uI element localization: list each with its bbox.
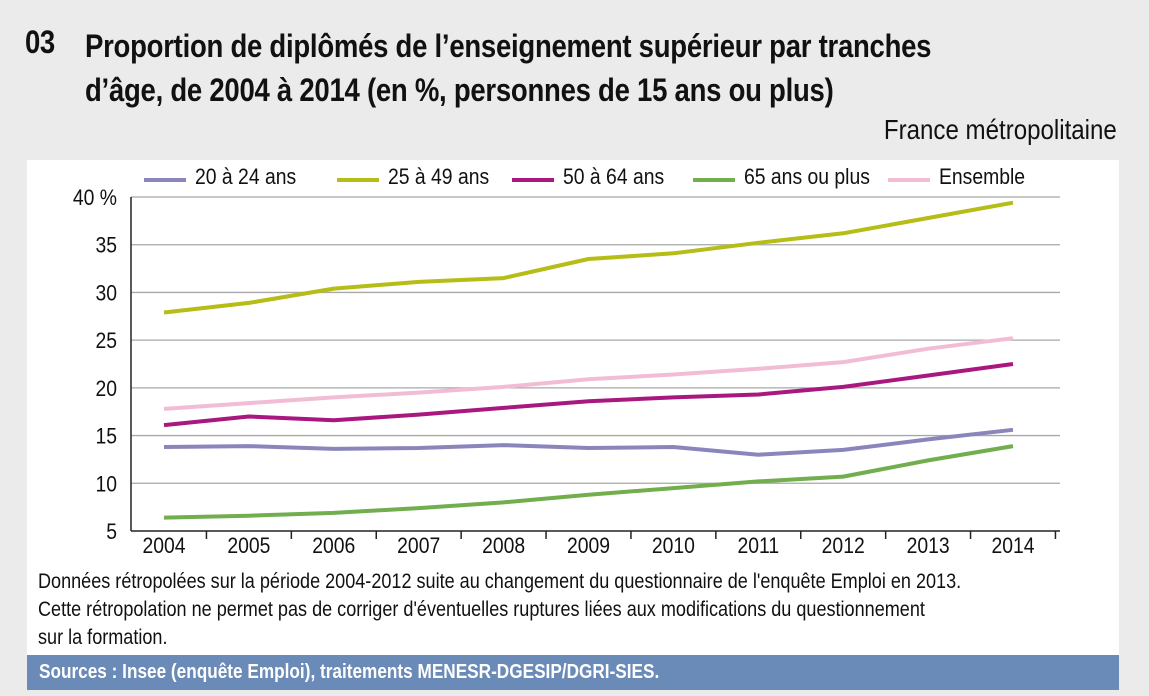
legend-label: Ensemble (939, 165, 1025, 189)
y-tick-label: 25 (95, 329, 117, 353)
y-tick-label: 5 (106, 520, 117, 544)
chart-note: Données rétropolées sur la période 2004-… (38, 568, 1070, 652)
y-tick-label: 20 (95, 377, 117, 401)
x-tick-label: 2009 (567, 534, 610, 558)
x-tick-label: 2008 (482, 534, 525, 558)
figure-number: 03 (25, 24, 55, 60)
legend: 20 à 24 ans 25 à 49 ans 50 à 64 ans 65 ans … (144, 165, 1025, 189)
x-tick-label: 2010 (652, 534, 695, 558)
series-line-65-ans-ou-plus (163, 444, 1014, 520)
x-tick-label: 2004 (142, 534, 185, 558)
note-line: sur la formation. (38, 626, 168, 649)
y-axis-ticks: 5 10 15 20 25 30 35 40 % (73, 186, 117, 544)
x-tick-label: 2005 (227, 534, 270, 558)
x-tick-label: 2013 (907, 534, 950, 558)
legend-label: 65 ans ou plus (744, 165, 870, 189)
chart-title: Proportion de diplômés de l’enseignement… (85, 24, 1074, 112)
legend-label: 25 à 49 ans (388, 165, 489, 189)
gridlines (131, 196, 1060, 484)
legend-label: 50 à 64 ans (563, 165, 664, 189)
y-tick-label: 40 % (73, 186, 117, 210)
series-line-ensemble (163, 336, 1014, 411)
x-tick-label: 2006 (312, 534, 355, 558)
series-line-50-a-64-ans (163, 362, 1014, 428)
legend-label: 20 à 24 ans (195, 165, 296, 189)
x-tick-label: 2014 (991, 534, 1034, 558)
note-line: Données rétropolées sur la période 2004-… (38, 570, 962, 593)
y-tick-label: 15 (95, 424, 117, 448)
note-line: Cette rétropolation ne permet pas de cor… (38, 598, 925, 621)
sources-bar: Sources : Insee (enquête Emploi), traite… (27, 655, 1119, 690)
x-tick-label: 2007 (397, 534, 440, 558)
x-axis: 2004 2005 2006 2007 2008 2009 2010 2011 2012 2013… (130, 197, 1060, 558)
series-lines (163, 200, 1014, 520)
chart-subtitle: France métropolitaine (884, 114, 1117, 145)
y-tick-label: 10 (95, 472, 117, 496)
sources-text: Sources : Insee (enquête Emploi), traite… (39, 661, 660, 683)
y-tick-label: 30 (95, 281, 117, 305)
x-tick-label: 2011 (737, 534, 779, 558)
series-line-20-a-24-ans (163, 427, 1014, 457)
x-tick-label: 2012 (822, 534, 865, 558)
chart-title-line-2: d’âge, de 2004 à 2014 (en %, personnes d… (85, 72, 834, 108)
series-line-25-a-49-ans (163, 200, 1014, 315)
y-tick-label: 35 (95, 234, 117, 258)
chart-title-line-1: Proportion de diplômés de l’enseignement… (85, 28, 932, 64)
